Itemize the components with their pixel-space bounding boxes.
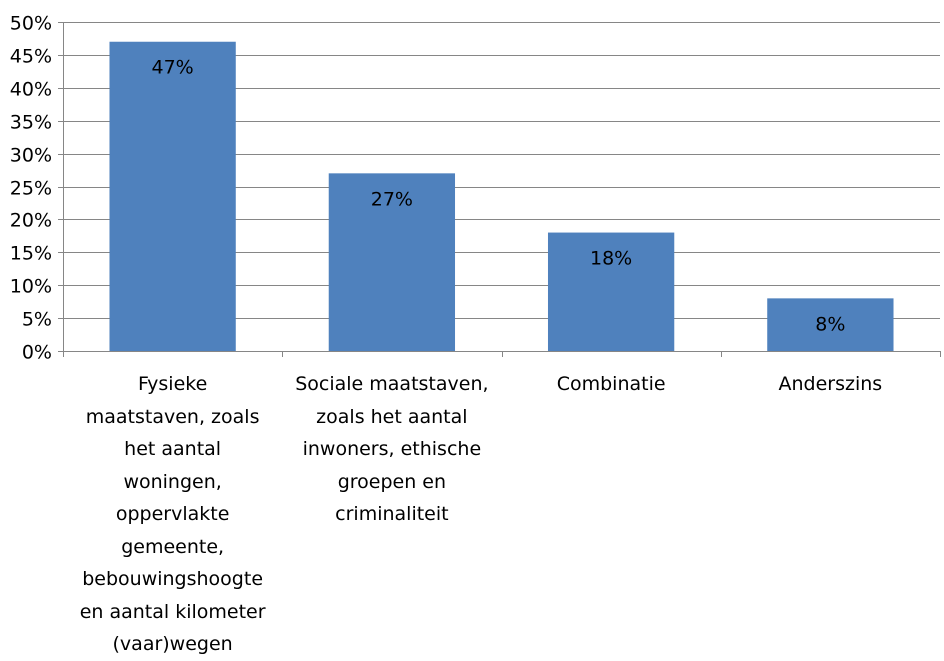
bars [109, 41, 894, 352]
data-label: 27% [371, 188, 413, 210]
y-tick-label: 25% [10, 178, 52, 200]
x-category-label: Combinatie [556, 373, 666, 395]
x-category-label: Anderszins [778, 373, 883, 395]
data-label: 18% [590, 248, 632, 270]
x-category-label: Fysieke maatstaven, zoals het aantal won… [79, 373, 266, 655]
y-axis-tick-labels: 0% 5% 10% 15% 20% 25% 30% 35% 40% 45% 50% [10, 13, 52, 364]
data-label: 47% [152, 57, 194, 79]
data-labels: 47% 27% 18% 8% [152, 57, 846, 336]
x-category-label: Sociale maatstaven, zoals het aantal inw… [295, 373, 489, 525]
data-label: 8% [815, 313, 845, 335]
bar [767, 298, 894, 351]
y-tick-label: 0% [22, 342, 52, 364]
y-tick-label: 10% [10, 276, 52, 298]
bar [328, 173, 456, 351]
bar [547, 232, 675, 351]
y-tick-label: 15% [10, 243, 52, 265]
y-tick-label: 35% [10, 112, 52, 134]
y-tick-label: 30% [10, 145, 52, 167]
y-tick-label: 5% [22, 309, 52, 331]
y-tick-label: 45% [10, 46, 52, 68]
bar [109, 41, 236, 352]
y-tick-label: 40% [10, 79, 52, 101]
y-tick-label: 50% [10, 13, 52, 35]
y-tick-label: 20% [10, 210, 52, 232]
